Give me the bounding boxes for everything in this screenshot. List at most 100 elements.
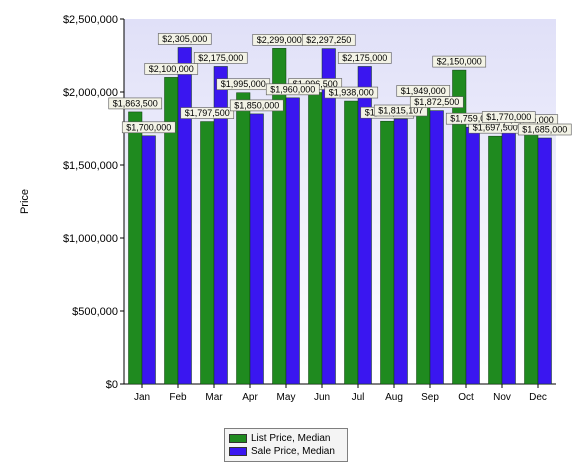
data-label-list-price: $1,995,000 (216, 78, 271, 91)
x-tick-label: May (277, 392, 296, 403)
data-label-sale-price: $1,770,000 (481, 111, 536, 123)
data-label-sale-price: $2,175,000 (337, 52, 392, 64)
x-tick-label: Sep (421, 392, 439, 403)
data-label-box (373, 104, 428, 117)
data-label-text: $2,297,250 (306, 35, 351, 45)
x-tick-label: Aug (385, 392, 403, 403)
data-label-text: $2,150,000 (437, 57, 482, 67)
x-tick-label: Apr (242, 392, 258, 403)
y-axis-label: Price (19, 189, 31, 214)
data-label-box (432, 55, 487, 68)
x-tick-label: Jun (314, 392, 330, 403)
data-label-box (265, 83, 320, 96)
bar-sale-price (285, 97, 300, 385)
data-label-text: $1,938,000 (329, 88, 374, 98)
data-label-sale-price: $2,297,250 (301, 34, 356, 46)
legend: List Price, Median Sale Price, Median (224, 428, 348, 462)
data-label-text: $2,100,000 (149, 64, 194, 74)
bar-list-price (488, 135, 503, 385)
data-label-sale-price: $1,872,500 (409, 96, 464, 108)
data-label-text: $1,770,000 (486, 112, 531, 122)
data-label-text: $1,697,500 (473, 123, 518, 133)
data-label-sale-price: $1,815,107 (373, 104, 428, 117)
bar-list-price (308, 92, 323, 385)
x-tick-label: Oct (458, 392, 474, 403)
data-label-text: $1,872,500 (414, 97, 459, 107)
y-tick-label: $1,000,000 (63, 233, 118, 245)
x-tick-label: Feb (169, 392, 187, 403)
bar-sale-price (141, 135, 156, 385)
data-label-box (481, 111, 536, 123)
data-label-sale-price: $1,685,000 (517, 123, 572, 136)
data-label-list-price: $2,299,000 (252, 34, 307, 46)
legend-swatch-sale-price (229, 447, 247, 456)
data-label-box (193, 52, 248, 64)
bar-sale-price (429, 110, 444, 385)
data-label-box (301, 34, 356, 46)
data-label-text: $1,960,000 (270, 84, 315, 94)
data-label-text: $1,949,000 (401, 86, 446, 96)
data-label-box (157, 33, 212, 45)
x-tick-label: Dec (529, 392, 547, 403)
data-label-list-price: $1,938,000 (324, 86, 379, 99)
data-label-box (337, 52, 392, 64)
data-label-text: $1,759,000 (450, 114, 495, 124)
bar-chart: $0 $500,000 $1,000,000 $1,500,000 $2,000,000… (19, 14, 572, 403)
data-label-box (229, 99, 284, 112)
data-label-box (409, 96, 464, 108)
data-label-text: $2,299,000 (257, 35, 302, 45)
bar-sale-price (357, 66, 372, 385)
data-label-text: $1,815,107 (378, 105, 423, 115)
data-label-box (180, 107, 235, 119)
bar-list-price (344, 100, 359, 385)
bar-list-price (524, 128, 539, 385)
bar-sale-price (213, 66, 228, 385)
y-tick-label: $500,000 (72, 306, 118, 318)
x-tick-label: Nov (493, 392, 511, 403)
data-label-text: $1,700,000 (126, 122, 171, 132)
legend-swatch-list-price (229, 434, 247, 443)
bar-sale-price (537, 137, 552, 385)
bar-list-price (200, 121, 215, 385)
legend-label-sale-price: Sale Price, Median (251, 446, 335, 457)
bar-list-price (128, 111, 143, 385)
legend-item-list-price: List Price, Median (229, 432, 343, 445)
data-label-box (108, 97, 163, 110)
bar-list-price (380, 120, 395, 385)
data-label-list-price: $2,150,000 (432, 55, 487, 68)
bar-sale-price (501, 125, 516, 385)
data-label-box (324, 86, 379, 99)
data-label-list-price: $1,863,500 (108, 97, 163, 110)
data-label-sale-price: $1,960,000 (265, 83, 320, 96)
data-label-text: $2,175,000 (342, 53, 387, 63)
bar-sale-price (393, 118, 408, 385)
data-label-list-price: $1,949,000 (396, 85, 451, 97)
data-label-text: $1,797,500 (185, 108, 230, 118)
data-label-text: $1,850,000 (234, 100, 279, 110)
y-tick-label: $2,000,000 (63, 87, 118, 99)
data-label-box (121, 121, 176, 134)
x-tick-label: Jul (352, 392, 365, 403)
data-label-list-price: $2,100,000 (144, 63, 199, 75)
data-label-text: $2,305,000 (162, 34, 207, 44)
bar-sale-price (249, 113, 264, 385)
bar-list-price (272, 48, 287, 385)
y-tick-label: $1,500,000 (63, 160, 118, 172)
bar-list-price (236, 92, 251, 385)
data-label-text: $1,863,500 (113, 98, 158, 108)
legend-label-list-price: List Price, Median (251, 433, 331, 444)
data-label-text: $1,995,000 (221, 79, 266, 89)
data-label-sale-price: $2,305,000 (157, 33, 212, 45)
legend-item-sale-price: Sale Price, Median (229, 445, 343, 458)
data-label-text: $1,685,000 (522, 124, 567, 134)
bar-sale-price (465, 126, 480, 385)
x-tick-label: Mar (205, 392, 223, 403)
bar-sale-price (177, 47, 192, 385)
data-label-box (517, 123, 572, 136)
data-label-sale-price: $1,700,000 (121, 121, 176, 134)
bar-list-price (416, 99, 431, 385)
x-tick-label: Jan (134, 392, 150, 403)
data-label-sale-price: $2,175,000 (193, 52, 248, 64)
y-tick-label: $2,500,000 (63, 14, 118, 26)
data-label-list-price: $1,797,500 (180, 107, 235, 119)
